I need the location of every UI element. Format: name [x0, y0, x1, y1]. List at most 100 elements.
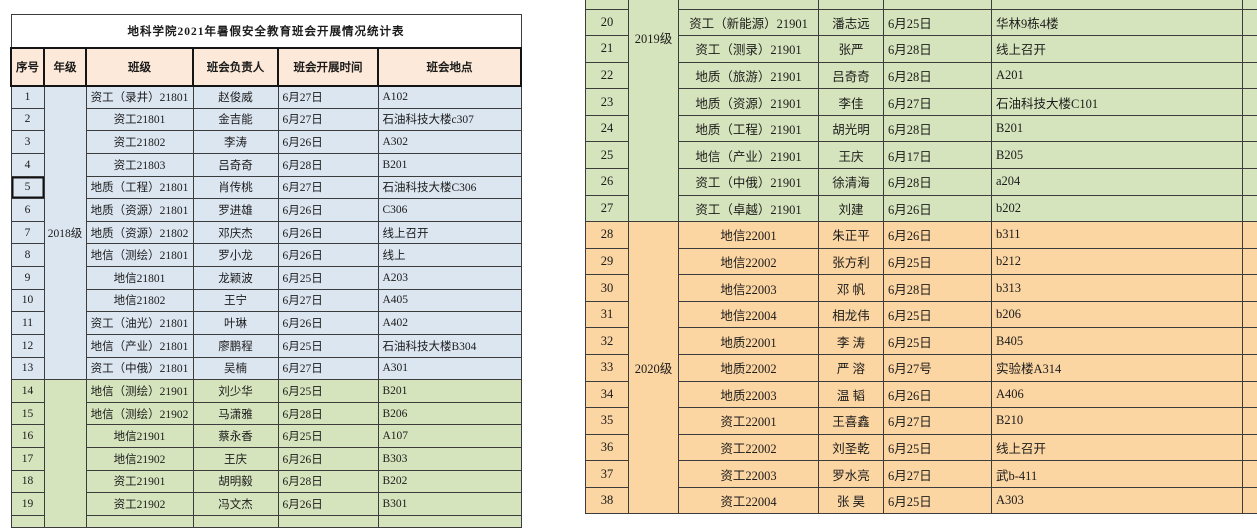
- seq-cell[interactable]: 29: [586, 248, 629, 275]
- place-cell[interactable]: B301: [378, 493, 521, 516]
- stub-cell[interactable]: [1243, 36, 1257, 63]
- seq-cell[interactable]: [11, 515, 44, 527]
- person-cell[interactable]: 温 韬: [819, 381, 884, 408]
- stub-cell[interactable]: [1243, 195, 1257, 222]
- person-cell[interactable]: 叶琳: [193, 312, 278, 335]
- class-cell[interactable]: 地信（产业）21901: [679, 142, 819, 169]
- class-cell[interactable]: 地信21902: [86, 448, 193, 471]
- class-cell[interactable]: 资工21801: [86, 108, 193, 131]
- time-cell[interactable]: 6月28日: [278, 470, 378, 493]
- seq-cell[interactable]: 22: [586, 62, 629, 89]
- stub-cell[interactable]: [1243, 301, 1257, 328]
- time-cell[interactable]: 6月28日: [884, 36, 992, 63]
- class-cell[interactable]: 资工（卓越）21901: [679, 195, 819, 222]
- header-cell-1[interactable]: 年级: [44, 48, 86, 86]
- class-cell[interactable]: 地信（测绘）21901: [86, 380, 193, 403]
- seq-cell[interactable]: 2: [11, 108, 44, 131]
- person-cell[interactable]: 李 涛: [819, 328, 884, 355]
- stub-cell[interactable]: [1243, 355, 1257, 382]
- time-cell[interactable]: 6月26日: [278, 131, 378, 154]
- person-cell[interactable]: 邓庆杰: [193, 221, 278, 244]
- seq-cell[interactable]: 5: [11, 176, 44, 199]
- seq-cell[interactable]: 11: [11, 312, 44, 335]
- person-cell[interactable]: 张方利: [819, 248, 884, 275]
- person-cell[interactable]: 邓 帆: [819, 275, 884, 302]
- place-cell[interactable]: B202: [378, 470, 521, 493]
- seq-cell[interactable]: 24: [586, 115, 629, 142]
- person-cell[interactable]: 胡光明: [819, 115, 884, 142]
- time-cell[interactable]: 6月26日: [884, 222, 992, 249]
- time-cell[interactable]: 6月27日: [278, 289, 378, 312]
- seq-cell[interactable]: 35: [586, 408, 629, 435]
- class-cell[interactable]: 资工（新能源）21901: [679, 9, 819, 36]
- time-cell[interactable]: 6月25日: [884, 248, 992, 275]
- header-cell-5[interactable]: 班会地点: [378, 48, 521, 86]
- class-cell[interactable]: 地信21802: [86, 289, 193, 312]
- time-cell[interactable]: 6月25日: [884, 9, 992, 36]
- place-cell[interactable]: A102: [378, 86, 521, 109]
- time-cell[interactable]: 6月27日: [278, 108, 378, 131]
- person-cell[interactable]: 王庆: [819, 142, 884, 169]
- place-cell[interactable]: A301: [378, 357, 521, 380]
- class-cell[interactable]: 资工22001: [679, 408, 819, 435]
- time-cell[interactable]: 6月27日: [278, 86, 378, 109]
- person-cell[interactable]: 胡明毅: [193, 470, 278, 493]
- class-cell[interactable]: [679, 0, 819, 9]
- time-cell[interactable]: 6月26日: [278, 312, 378, 335]
- seq-cell[interactable]: 25: [586, 142, 629, 169]
- place-cell[interactable]: b202: [992, 195, 1243, 222]
- stub-cell[interactable]: [1243, 487, 1257, 514]
- stub-cell[interactable]: [1243, 248, 1257, 275]
- seq-cell[interactable]: 7: [11, 221, 44, 244]
- seq-cell[interactable]: 31: [586, 301, 629, 328]
- class-cell[interactable]: 资工（中俄）21801: [86, 357, 193, 380]
- person-cell[interactable]: 吴楠: [193, 357, 278, 380]
- seq-cell[interactable]: 14: [11, 380, 44, 403]
- seq-cell[interactable]: [586, 0, 629, 9]
- person-cell[interactable]: 刘圣乾: [819, 434, 884, 461]
- time-cell[interactable]: [278, 515, 378, 527]
- time-cell[interactable]: 6月26日: [278, 244, 378, 267]
- person-cell[interactable]: 王喜鑫: [819, 408, 884, 435]
- stub-cell[interactable]: [1243, 222, 1257, 249]
- place-cell[interactable]: A402: [378, 312, 521, 335]
- class-cell[interactable]: 资工（油光）21801: [86, 312, 193, 335]
- person-cell[interactable]: 冯文杰: [193, 493, 278, 516]
- place-cell[interactable]: b311: [992, 222, 1243, 249]
- place-cell[interactable]: A107: [378, 425, 521, 448]
- person-cell[interactable]: 张 昊: [819, 487, 884, 514]
- class-cell[interactable]: 地质22002: [679, 355, 819, 382]
- person-cell[interactable]: 刘建: [819, 195, 884, 222]
- stub-cell[interactable]: [1243, 408, 1257, 435]
- time-cell[interactable]: 6月25日: [884, 301, 992, 328]
- class-cell[interactable]: 资工21901: [86, 470, 193, 493]
- person-cell[interactable]: 廖鹏程: [193, 334, 278, 357]
- seq-cell[interactable]: 10: [11, 289, 44, 312]
- time-cell[interactable]: 6月27日: [278, 176, 378, 199]
- time-cell[interactable]: 6月28日: [884, 275, 992, 302]
- person-cell[interactable]: 李佳: [819, 89, 884, 116]
- stub-cell[interactable]: [1243, 89, 1257, 116]
- place-cell[interactable]: C306: [378, 199, 521, 222]
- seq-cell[interactable]: 26: [586, 168, 629, 195]
- person-cell[interactable]: 潘志远: [819, 9, 884, 36]
- class-cell[interactable]: 地信22004: [679, 301, 819, 328]
- place-cell[interactable]: B201: [378, 153, 521, 176]
- seq-cell[interactable]: 36: [586, 434, 629, 461]
- class-cell[interactable]: 资工22003: [679, 461, 819, 488]
- stub-cell[interactable]: [1243, 381, 1257, 408]
- class-cell[interactable]: 地质（资源）21801: [86, 199, 193, 222]
- time-cell[interactable]: 6月25日: [278, 380, 378, 403]
- person-cell[interactable]: 罗水亮: [819, 461, 884, 488]
- stub-cell[interactable]: [1243, 461, 1257, 488]
- place-cell[interactable]: A406: [992, 381, 1243, 408]
- seq-cell[interactable]: 8: [11, 244, 44, 267]
- seq-cell[interactable]: 38: [586, 487, 629, 514]
- place-cell[interactable]: B303: [378, 448, 521, 471]
- seq-cell[interactable]: 27: [586, 195, 629, 222]
- time-cell[interactable]: 6月25日: [278, 267, 378, 290]
- time-cell[interactable]: 6月27号: [884, 355, 992, 382]
- place-cell[interactable]: b212: [992, 248, 1243, 275]
- seq-cell[interactable]: 16: [11, 425, 44, 448]
- person-cell[interactable]: 罗进雄: [193, 199, 278, 222]
